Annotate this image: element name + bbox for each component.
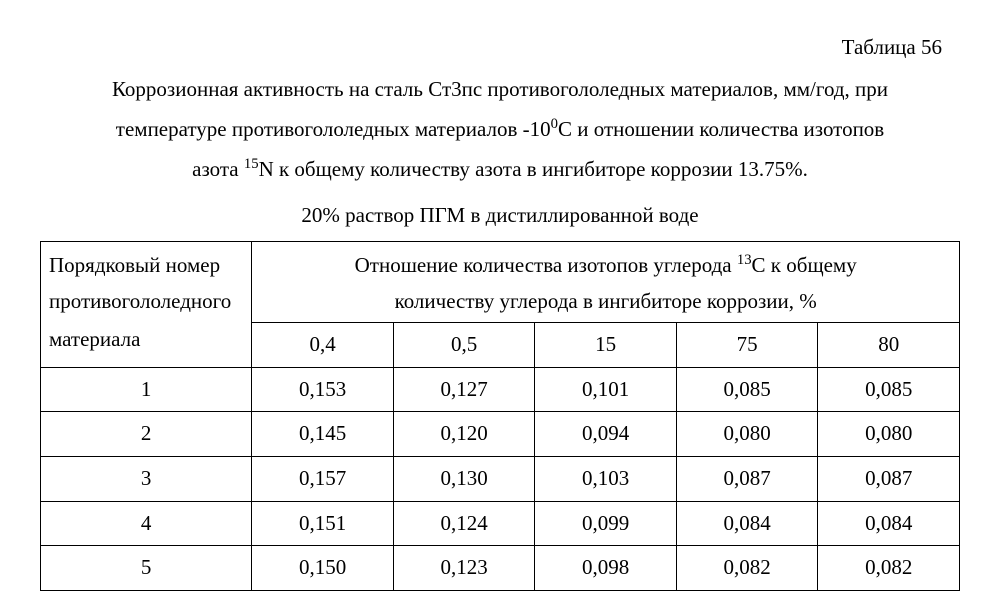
title-line-1: Коррозионная активность на сталь Ст3пс п…	[112, 77, 888, 101]
data-table: Порядковый номер противогололедного Отно…	[40, 241, 960, 591]
span-header: Отношение количества изотопов углерода 1…	[252, 242, 960, 322]
table-subtitle: 20% раствор ПГМ в дистиллированной воде	[40, 196, 960, 236]
title-sup-15: 15	[244, 156, 259, 172]
span-header-sup: 13	[737, 252, 752, 268]
cell: 0,084	[818, 501, 960, 546]
cell: 0,157	[252, 456, 394, 501]
span-header-l1b: С к общему	[752, 253, 857, 277]
cell: 0,123	[393, 546, 535, 591]
cell: 0,087	[676, 456, 818, 501]
table-row: 4 0,151 0,124 0,099 0,084 0,084	[41, 501, 960, 546]
row-num: 4	[41, 501, 252, 546]
col-header-0: 0,4	[252, 322, 394, 367]
row-num: 1	[41, 367, 252, 412]
row-num: 2	[41, 412, 252, 457]
row-num: 3	[41, 456, 252, 501]
table-row: 3 0,157 0,130 0,103 0,087 0,087	[41, 456, 960, 501]
cell: 0,099	[535, 501, 677, 546]
cell: 0,150	[252, 546, 394, 591]
table-row: 1 0,153 0,127 0,101 0,085 0,085	[41, 367, 960, 412]
cell: 0,094	[535, 412, 677, 457]
cell: 0,082	[676, 546, 818, 591]
cell: 0,085	[676, 367, 818, 412]
row-num: 5	[41, 546, 252, 591]
span-header-l2: количеству углерода в ингибиторе коррози…	[395, 289, 817, 313]
cell: 0,153	[252, 367, 394, 412]
row-header-bot: материала	[41, 322, 252, 367]
table-number-label: Таблица 56	[40, 28, 960, 68]
col-header-3: 75	[676, 322, 818, 367]
cell: 0,103	[535, 456, 677, 501]
title-line-3a: азота	[192, 157, 244, 181]
cell: 0,087	[818, 456, 960, 501]
table-row: 5 0,150 0,123 0,098 0,082 0,082	[41, 546, 960, 591]
span-header-l1a: Отношение количества изотопов углерода	[355, 253, 737, 277]
cell: 0,085	[818, 367, 960, 412]
cell: 0,101	[535, 367, 677, 412]
cell: 0,084	[676, 501, 818, 546]
table-header-row-1: Порядковый номер противогололедного Отно…	[41, 242, 960, 322]
page-container: Таблица 56 Коррозионная активность на ст…	[0, 0, 1000, 601]
title-line-2a: температуре противогололедных материалов…	[116, 117, 551, 141]
table-header-row-2: материала 0,4 0,5 15 75 80	[41, 322, 960, 367]
title-line-2b: С и отношении количества изотопов	[558, 117, 884, 141]
cell: 0,120	[393, 412, 535, 457]
cell: 0,080	[676, 412, 818, 457]
table-row: 2 0,145 0,120 0,094 0,080 0,080	[41, 412, 960, 457]
cell: 0,082	[818, 546, 960, 591]
cell: 0,098	[535, 546, 677, 591]
title-line-3b: N к общему количеству азота в ингибиторе…	[259, 157, 808, 181]
cell: 0,130	[393, 456, 535, 501]
cell: 0,127	[393, 367, 535, 412]
cell: 0,124	[393, 501, 535, 546]
cell: 0,080	[818, 412, 960, 457]
col-header-2: 15	[535, 322, 677, 367]
title-sup-0: 0	[551, 116, 558, 132]
table-title: Коррозионная активность на сталь Ст3пс п…	[40, 70, 960, 190]
cell: 0,151	[252, 501, 394, 546]
row-header-top: Порядковый номер противогололедного	[41, 242, 252, 322]
col-header-1: 0,5	[393, 322, 535, 367]
cell: 0,145	[252, 412, 394, 457]
col-header-4: 80	[818, 322, 960, 367]
